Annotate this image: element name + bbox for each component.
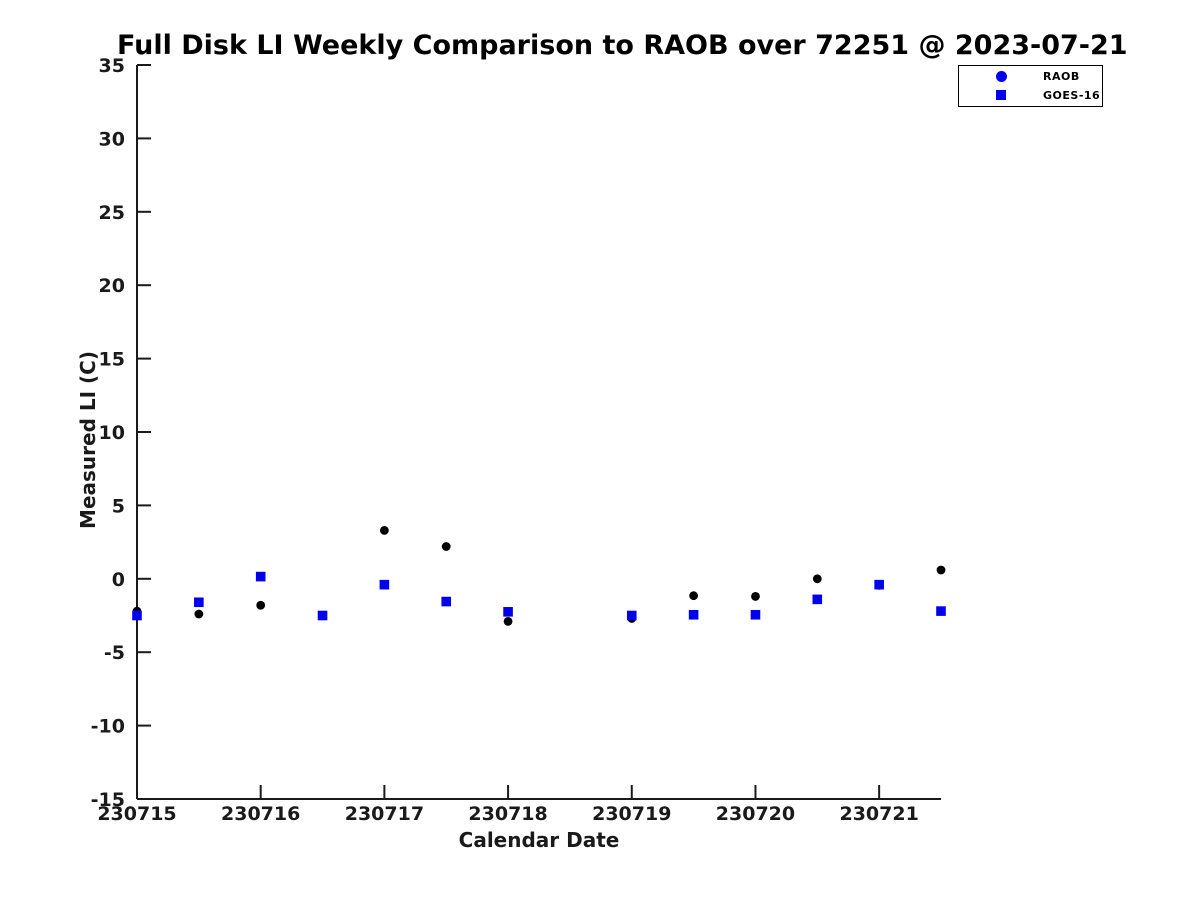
y-tick-label: 5 (112, 495, 125, 517)
legend-label-raob: RAOB (1043, 70, 1080, 84)
goes16-square-marker-icon (996, 90, 1006, 101)
goes16-marker (874, 579, 884, 590)
y-tick-label: 30 (99, 128, 125, 150)
goes16-marker (132, 610, 142, 621)
y-tick-label: -15 (91, 789, 125, 811)
raob-marker (812, 574, 822, 584)
x-tick-label: 230716 (221, 803, 300, 825)
legend-item-raob: RAOB (959, 69, 1102, 85)
legend: RAOB GOES-16 (958, 65, 1103, 107)
y-tick-label: -5 (104, 642, 125, 664)
goes16-marker (936, 606, 946, 616)
y-tick-label: 10 (99, 422, 125, 444)
legend-item-goes16: GOES-16 (959, 87, 1102, 103)
raob-marker (503, 616, 513, 626)
raob-marker (689, 591, 699, 601)
chart-title: Full Disk LI Weekly Comparison to RAOB o… (117, 30, 1128, 61)
legend-marker-cell (959, 90, 1043, 101)
y-tick-label: 20 (99, 275, 125, 297)
y-axis-label: Measured LI (C) (76, 351, 100, 529)
x-tick-label: 230720 (716, 803, 795, 825)
goes16-marker (812, 594, 823, 605)
x-axis-label: Calendar Date (458, 828, 620, 852)
x-tick-label: 230717 (345, 803, 424, 825)
y-tick-label: 0 (112, 569, 125, 591)
goes16-marker (255, 571, 266, 582)
x-tick-label: 230721 (839, 803, 918, 825)
goes16-marker (194, 597, 204, 608)
goes16-marker (441, 596, 452, 607)
goes16-marker (626, 610, 637, 621)
y-tick-label: 35 (99, 55, 125, 77)
y-tick-label: -10 (91, 716, 125, 738)
goes16-marker (750, 609, 761, 620)
y-tick-label: 25 (99, 202, 125, 224)
x-tick-label: 230718 (468, 803, 547, 825)
goes16-marker (503, 607, 513, 617)
raob-marker (441, 542, 451, 551)
legend-label-goes16: GOES-16 (1043, 88, 1101, 102)
raob-circle-marker-icon (995, 71, 1007, 83)
goes16-marker (379, 579, 390, 590)
y-tick-label: 15 (99, 349, 125, 371)
raob-marker (256, 600, 266, 610)
goes16-marker (688, 609, 699, 620)
x-tick-label: 230719 (592, 803, 671, 825)
legend-marker-cell (959, 71, 1043, 83)
raob-marker (751, 592, 760, 601)
raob-marker (379, 525, 389, 535)
raob-marker (936, 565, 946, 575)
raob-marker (194, 609, 204, 619)
goes16-marker (317, 610, 328, 621)
x-tick-label: 230715 (97, 803, 176, 825)
